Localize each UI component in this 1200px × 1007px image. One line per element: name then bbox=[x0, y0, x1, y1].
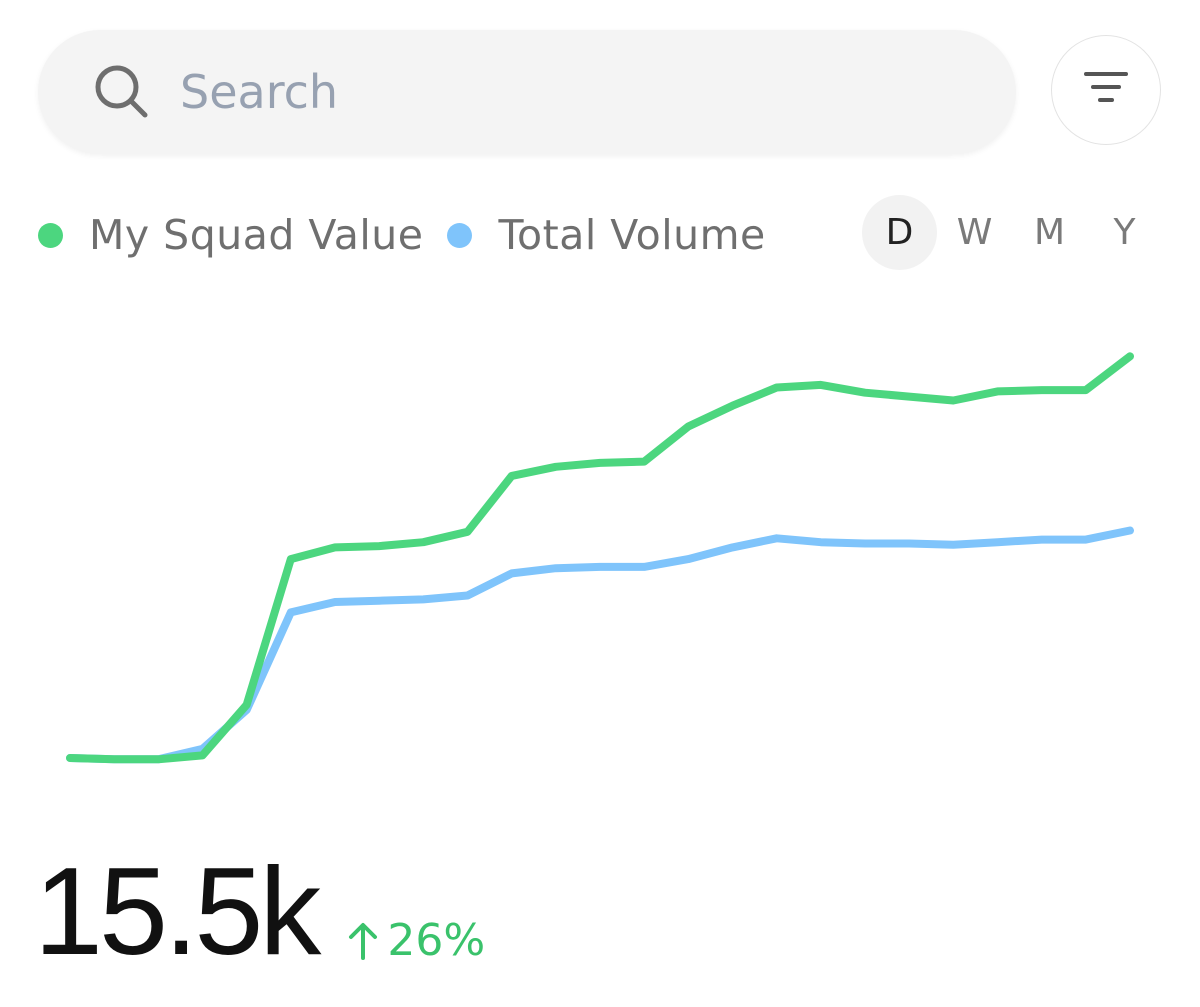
search-icon bbox=[94, 64, 150, 120]
legend-item-total-volume: Total Volume bbox=[447, 211, 765, 259]
squad-value-total: 15.5k bbox=[34, 843, 321, 981]
period-option-month[interactable]: M bbox=[1033, 212, 1066, 253]
filter-icon bbox=[1082, 68, 1130, 112]
period-option-week[interactable]: W bbox=[956, 212, 993, 253]
period-option-day[interactable]: D bbox=[862, 195, 937, 270]
legend-item-squad-value: My Squad Value bbox=[38, 211, 423, 259]
legend-label-total-volume: Total Volume bbox=[498, 211, 766, 259]
chart-legend: My Squad Value Total Volume bbox=[38, 200, 790, 270]
legend-dot-total-volume bbox=[447, 222, 473, 248]
legend-dot-squad-value bbox=[38, 222, 63, 248]
filter-button[interactable] bbox=[1051, 35, 1161, 145]
search-input[interactable] bbox=[180, 65, 960, 119]
line-chart bbox=[66, 352, 1134, 764]
period-selector: D W M Y bbox=[862, 195, 1162, 270]
search-bar[interactable] bbox=[38, 30, 1016, 154]
series-line-my-squad-value bbox=[66, 352, 1134, 764]
value-display: 15.5k 26% bbox=[34, 850, 485, 974]
period-option-year[interactable]: Y bbox=[1113, 212, 1136, 253]
legend-label-squad-value: My Squad Value bbox=[89, 211, 424, 259]
arrow-up-icon bbox=[347, 921, 379, 961]
change-indicator: 26% bbox=[347, 915, 485, 966]
change-percent: 26% bbox=[387, 915, 486, 966]
